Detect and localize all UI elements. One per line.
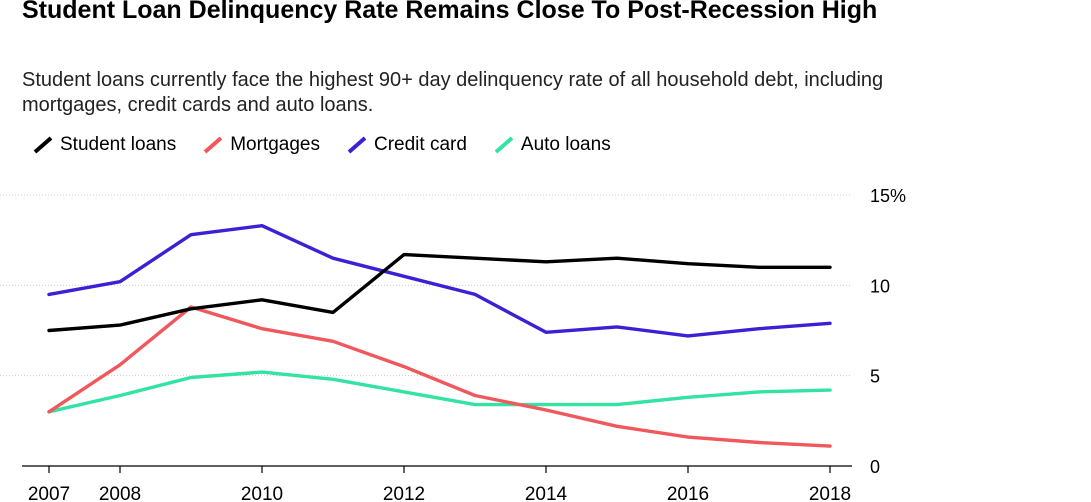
x-tick-label-3: 2012: [383, 484, 425, 502]
x-tick-label-5: 2016: [667, 484, 709, 502]
legend-item-mortgages: Mortgages: [202, 134, 320, 156]
y-tick-label-0: 15%: [870, 186, 906, 206]
legend-swatch-auto-loans: [494, 136, 514, 154]
series-line-mortgages: [47, 305, 832, 448]
y-tick-label-3: 0: [870, 457, 880, 477]
series-line-student-loans: [47, 252, 832, 333]
legend-swatch-mortgages: [203, 136, 223, 154]
y-tick-label-1: 10: [870, 276, 890, 296]
legend-item-credit-card: Credit card: [346, 134, 467, 156]
chart-title: Student Loan Delinquency Rate Remains Cl…: [22, 0, 878, 24]
legend-label-student-loans: Student loans: [60, 134, 177, 155]
x-tick-label-4: 2014: [525, 484, 568, 502]
legend-swatch-credit-card: [347, 136, 367, 154]
legend: Student loans Mortgages Credit card Auto…: [32, 133, 637, 157]
y-tick-label-2: 5: [870, 367, 880, 387]
series-line-credit-card: [47, 223, 832, 338]
x-tick-label-6: 2018: [809, 484, 851, 502]
x-tick-label-2: 2010: [241, 484, 283, 502]
x-tick-label-0: 2007: [28, 484, 70, 502]
x-tick-label-1: 2008: [99, 484, 141, 502]
legend-item-student-loans: Student loans: [32, 134, 176, 156]
legend-item-auto-loans: Auto loans: [493, 134, 611, 156]
series-line-auto-loans: [47, 370, 832, 414]
legend-label-credit-card: Credit card: [373, 134, 467, 155]
legend-label-auto-loans: Auto loans: [520, 134, 611, 155]
legend-label-mortgages: Mortgages: [230, 134, 320, 155]
chart-subtitle: Student loans currently face the highest…: [22, 69, 884, 116]
legend-swatch-student-loans: [33, 136, 53, 154]
